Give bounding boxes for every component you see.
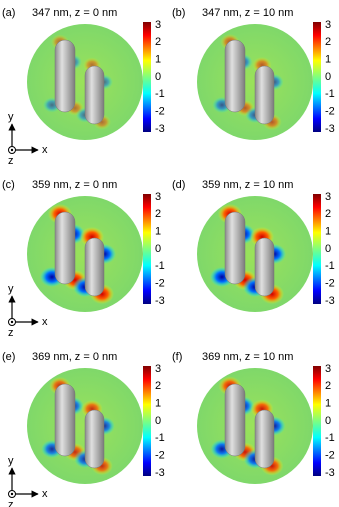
colorbar-tick-label: -1 (325, 260, 335, 272)
colorbar-tick-label: 3 (155, 191, 161, 203)
colorbar-tick-label: 2 (155, 208, 161, 220)
panel-label: (e) (2, 351, 15, 363)
axis-label: x (42, 144, 48, 156)
panel-title: 347 nm, z = 0 nm (32, 7, 117, 19)
colorbar-tick-label: 3 (325, 363, 331, 375)
colorbar-tick-label: -3 (155, 123, 165, 135)
colorbar (143, 366, 151, 476)
colorbar-tick-label: 1 (155, 54, 161, 66)
panel-title: 369 nm, z = 0 nm (32, 351, 117, 363)
panel-label: (b) (172, 7, 185, 19)
panel-title: 369 nm, z = 10 nm (202, 351, 293, 363)
colorbar-tick-label: -1 (155, 88, 165, 100)
colorbar-tick-label: -3 (325, 467, 335, 479)
axis-label: x (42, 316, 48, 328)
panel-label: (c) (2, 179, 15, 191)
colorbar-tick-label: -1 (155, 260, 165, 272)
panel-title: 359 nm, z = 0 nm (32, 179, 117, 191)
panel: (e) 369 nm, z = 0 nm 3 2 1 0 -1 -2 -3 y x z (2, 351, 165, 507)
colorbar-tick-label: -2 (325, 106, 335, 118)
nanorod (254, 65, 275, 125)
axis-label: z (8, 499, 14, 507)
colorbar-tick-label: -2 (325, 278, 335, 290)
nanorod (254, 409, 275, 469)
axis-out-dot (10, 492, 14, 496)
colorbar (313, 366, 321, 476)
colorbar-tick-label: -3 (325, 295, 335, 307)
colorbar-tick-label: -1 (155, 432, 165, 444)
nanorod (84, 237, 105, 297)
axis-label: x (42, 488, 48, 500)
colorbar-tick-label: -2 (155, 106, 165, 118)
axis-label: y (8, 111, 14, 123)
colorbar (313, 194, 321, 304)
colorbar-tick-label: 1 (325, 54, 331, 66)
colorbar-tick-label: 2 (155, 36, 161, 48)
colorbar-tick-label: 0 (325, 71, 331, 83)
panel-label: (f) (172, 351, 182, 363)
panel: (d) 359 nm, z = 10 nm 3 2 1 0 -1 -2 -3 (172, 179, 335, 312)
nanorod (254, 237, 275, 297)
axis-label: y (8, 283, 14, 295)
axis-out-dot (10, 320, 14, 324)
panel-label: (d) (172, 179, 185, 191)
colorbar-tick-label: 2 (155, 380, 161, 392)
nanorod (84, 65, 105, 125)
colorbar-tick-label: 0 (155, 71, 161, 83)
colorbar-tick-label: 1 (325, 226, 331, 238)
panel: (c) 359 nm, z = 0 nm 3 2 1 0 -1 -2 -3 y x z (2, 179, 165, 339)
colorbar-tick-label: -3 (155, 467, 165, 479)
colorbar-tick-label: 3 (155, 363, 161, 375)
nanorod (54, 383, 76, 457)
panel: (b) 347 nm, z = 10 nm 3 2 1 0 -1 -2 -3 (172, 7, 335, 140)
panel-title: 347 nm, z = 10 nm (202, 7, 293, 19)
panel: (f) 369 nm, z = 10 nm 3 2 1 0 -1 -2 -3 (172, 351, 335, 484)
panel: (a) 347 nm, z = 0 nm 3 2 1 0 -1 -2 -3 y x z (2, 7, 165, 167)
nanorod (224, 39, 246, 113)
colorbar-tick-label: 1 (155, 398, 161, 410)
colorbar (143, 22, 151, 132)
colorbar-tick-label: -1 (325, 432, 335, 444)
colorbar-tick-label: -2 (325, 450, 335, 462)
colorbar-tick-label: -2 (155, 450, 165, 462)
panel-label: (a) (2, 7, 15, 19)
colorbar-tick-label: 0 (155, 243, 161, 255)
axis-out-dot (10, 148, 14, 152)
colorbar-tick-label: 2 (325, 36, 331, 48)
colorbar-tick-label: -3 (325, 123, 335, 135)
axis-label: z (8, 155, 14, 167)
nanorod (54, 211, 76, 285)
colorbar-tick-label: 3 (155, 19, 161, 31)
colorbar-tick-label: 0 (325, 243, 331, 255)
colorbar (143, 194, 151, 304)
nanorod (54, 39, 76, 113)
nanorod (84, 409, 105, 469)
colorbar-tick-label: -1 (325, 88, 335, 100)
nanorod (224, 211, 246, 285)
colorbar-tick-label: 0 (325, 415, 331, 427)
colorbar-tick-label: -3 (155, 295, 165, 307)
axis-label: y (8, 455, 14, 467)
colorbar-tick-label: 3 (325, 191, 331, 203)
colorbar-tick-label: 0 (155, 415, 161, 427)
axis-label: z (8, 327, 14, 339)
colorbar (313, 22, 321, 132)
colorbar-tick-label: 1 (325, 398, 331, 410)
nanorod (224, 383, 246, 457)
colorbar-tick-label: -2 (155, 278, 165, 290)
panel-title: 359 nm, z = 10 nm (202, 179, 293, 191)
colorbar-tick-label: 1 (155, 226, 161, 238)
colorbar-tick-label: 2 (325, 380, 331, 392)
colorbar-tick-label: 3 (325, 19, 331, 31)
colorbar-tick-label: 2 (325, 208, 331, 220)
